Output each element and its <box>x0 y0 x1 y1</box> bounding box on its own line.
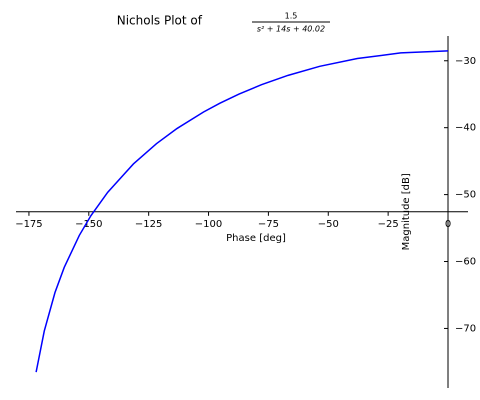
y-tick-label: −50 <box>455 190 476 201</box>
y-tick-label: −70 <box>455 323 476 334</box>
x-tick-label: −100 <box>195 219 222 230</box>
y-tick-label: −60 <box>455 257 476 268</box>
y-tick-label: −40 <box>455 123 476 134</box>
x-tick-label: −175 <box>15 219 42 230</box>
title-denominator: s² + 14s + 40.02 <box>257 25 325 34</box>
x-axis-label: Phase [deg] <box>226 233 286 244</box>
x-tick-label: −50 <box>318 219 339 230</box>
title-numerator: 1.5 <box>285 12 298 21</box>
y-axis-label: Magnitude [dB] <box>401 173 412 250</box>
chart-title: Nichols Plot of <box>117 14 203 28</box>
x-tick-label: −150 <box>75 219 102 230</box>
x-tick-label: −125 <box>135 219 162 230</box>
y-tick-label: −30 <box>455 56 476 67</box>
x-tick-label: −25 <box>378 219 399 230</box>
curve <box>35 50 449 373</box>
x-tick-label: 0 <box>445 219 451 230</box>
x-tick-label: −75 <box>258 219 279 230</box>
